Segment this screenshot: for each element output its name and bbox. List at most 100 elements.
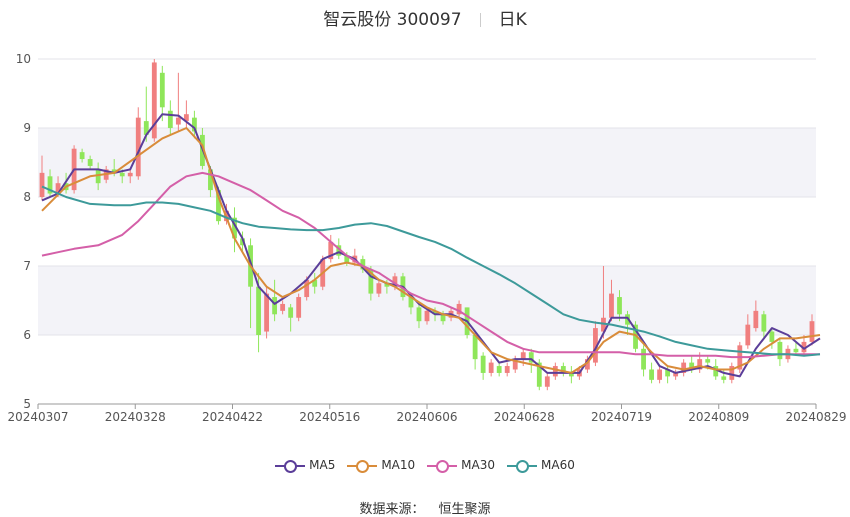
candle-body [697,359,703,370]
source-note: 数据来源： 恒生聚源 [0,498,850,517]
candle-body [633,324,638,349]
candle-body [512,359,518,370]
legend-label: MA30 [461,458,496,473]
x-tick-label: 20240719 [591,410,652,424]
candle-body [368,269,374,294]
candle-body [216,190,221,222]
candle-body [721,376,727,380]
candle-body [480,355,486,373]
candle-body [119,172,125,177]
x-tick-label: 20240628 [494,410,555,424]
candle-body [520,352,526,360]
candle-body [384,283,390,287]
candle-body [761,314,767,332]
source-name: 恒生聚源 [438,502,491,517]
candle-body [240,238,245,246]
candle-body [809,321,815,342]
candle-body [127,172,133,177]
x-tick-label: 20240307 [7,410,68,424]
grid-band [38,128,816,197]
ma-line-ma5 [41,113,821,378]
x-tick-label: 20240809 [688,410,749,424]
ma-line-ma30 [41,171,820,359]
candle-body [208,169,213,191]
x-tick-label: 20240829 [785,410,846,424]
candle-body [39,172,45,197]
y-tick-label: 8 [23,190,31,204]
y-tick-label: 6 [23,328,31,342]
candle-body [649,369,654,380]
legend-item-ma10[interactable]: MA10 [347,458,415,473]
title-separator [479,13,481,27]
candle-body [416,307,422,322]
legend-marker-icon [275,459,306,473]
x-tick-label: 20240606 [396,410,457,424]
y-tick-label: 9 [23,121,31,135]
candle-body [135,117,141,177]
candle-body [568,372,574,377]
candle-body [560,366,566,373]
candle-body [304,279,310,298]
candle-body [191,117,197,132]
candle-body [713,366,719,377]
source-label: 数据来源： [359,502,425,517]
candle-body [175,117,181,125]
legend: MA5 MA10 MA30 MA60 [0,458,850,473]
x-tick-label: 20240422 [202,410,263,424]
candle-body [769,331,775,342]
candle-body [472,335,478,360]
chart-title: 智云股份 300097 [323,10,462,30]
candle-body [280,303,286,311]
candle-body [55,183,61,194]
candle-body [432,310,438,315]
candle-body [585,359,590,370]
candle-body [360,259,366,270]
legend-marker-icon [507,459,538,473]
candle-body [424,310,430,322]
candle-body [488,362,494,373]
candle-body [641,348,646,370]
candle-body [801,341,807,353]
candle-body [376,283,382,294]
candle-body [440,314,446,322]
candle-body [312,279,318,287]
candle-body [47,176,53,194]
legend-item-ma5[interactable]: MA5 [275,458,335,473]
candle-body [793,348,799,353]
candle-body [336,245,342,256]
candle-body [256,286,261,335]
candle-body [753,310,759,329]
candle-body [87,159,93,166]
candle-body [528,352,534,363]
candle-body [408,297,414,308]
legend-label: MA10 [381,458,416,473]
candle-body [111,169,117,173]
candle-body [151,62,157,139]
candle-body [745,324,751,346]
candle-body [392,276,398,287]
candle-body [601,317,606,332]
y-tick-label: 10 [16,52,31,66]
candle-body [328,241,334,260]
candle-body [159,72,165,108]
candle-body [456,303,462,315]
x-tick-label: 20240328 [105,410,166,424]
legend-marker-icon [427,459,458,473]
x-tick-label: 20240516 [299,410,360,424]
legend-item-ma30[interactable]: MA30 [427,458,495,473]
legend-item-ma60[interactable]: MA60 [507,458,575,473]
candle-body [496,366,502,373]
candle-body [552,366,558,377]
candle-body [544,376,550,387]
candle-body [729,366,735,380]
candle-body [183,114,189,122]
candle-body [593,328,598,363]
candle-body [536,362,542,387]
legend-marker-icon [347,459,378,473]
candle-body [665,369,671,377]
candle-body [296,297,302,318]
chart-title-row: 智云股份 300097 日K [0,5,850,30]
candle-body [288,307,294,318]
legend-label: MA60 [541,458,575,473]
